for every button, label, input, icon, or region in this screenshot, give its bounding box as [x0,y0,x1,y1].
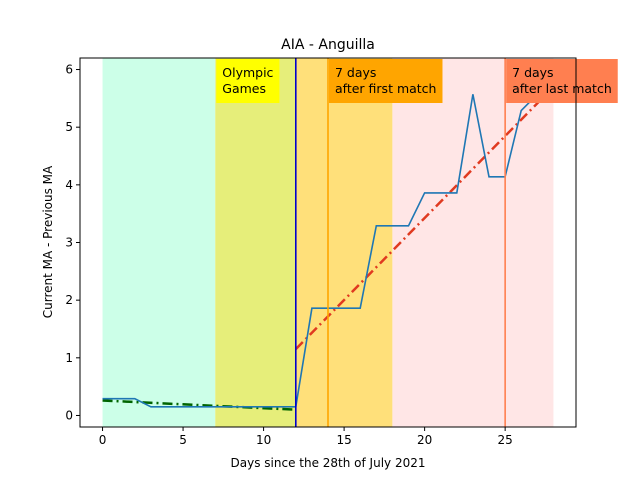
x-axis-label: Days since the 28th of July 2021 [231,456,426,470]
y-tick-label-0: 0 [65,408,73,422]
y-tick-label-3: 3 [65,236,73,250]
y-tick-label-6: 6 [65,63,73,77]
y-tick-label-4: 4 [65,178,73,192]
x-tick-label-2: 10 [256,433,271,447]
x-tick-label-0: 0 [99,433,107,447]
x-axis-ticks: 0 5 10 15 20 25 [99,427,513,447]
annotation-text-1-0: 7 days [335,65,376,80]
annotation-box-2 [506,59,618,103]
background-regions [102,58,554,427]
y-axis-ticks: 0 1 2 3 4 5 6 [65,63,80,422]
annotation-box-0 [216,59,280,103]
region-1 [215,58,296,427]
event-lines [294,58,506,427]
annotation-text-0-1: Games [222,81,266,96]
annotation-text-1-1: after first match [335,81,436,96]
y-axis-label: Current MA - Previous MA [41,165,55,318]
y-tick-label-1: 1 [65,351,73,365]
region-3 [392,58,554,427]
x-tick-label-3: 15 [336,433,351,447]
x-tick-label-4: 20 [417,433,432,447]
region-0 [102,58,216,427]
y-tick-label-2: 2 [65,293,73,307]
trendlines [102,85,555,411]
y-tick-label-5: 5 [65,120,73,134]
annotation-text-2-0: 7 days [512,65,553,80]
trendline-0 [102,399,296,411]
trendline-1 [294,85,555,351]
annotation-text-2-1: after last match [512,81,612,96]
annotation-text-0-0: Olympic [222,65,273,80]
region-2 [295,58,393,427]
x-tick-label-1: 5 [179,433,187,447]
annotation-box-1 [329,59,443,103]
chart-title: AIA - Anguilla [281,37,375,53]
x-tick-label-5: 25 [498,433,513,447]
